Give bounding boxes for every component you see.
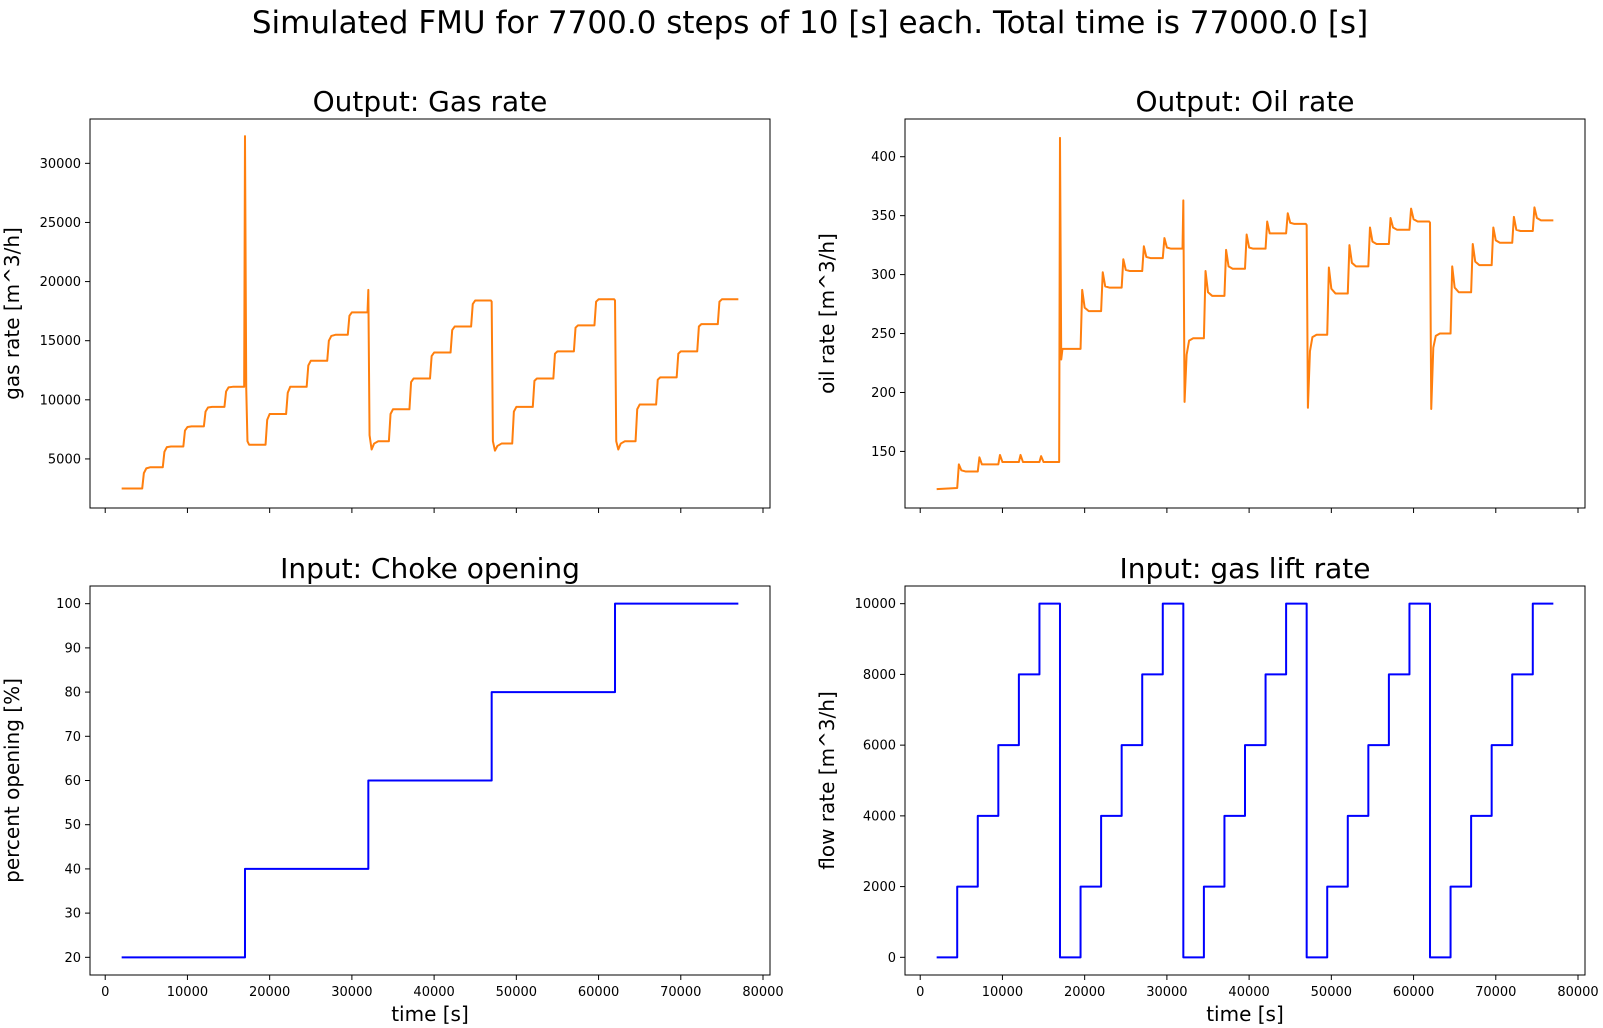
subplot-gas-rate: Output: Gas rate 5000 10000 15000 20000 25000…	[0, 85, 771, 513]
y-tick-label: 30	[64, 907, 81, 922]
y-tick-label: 20	[64, 951, 81, 966]
x-tick-label: 10000	[167, 985, 208, 1000]
x-tick-label: 40000	[1228, 985, 1269, 1000]
y-tick-label: 15000	[40, 334, 81, 349]
y-tick-label: 80	[64, 686, 81, 701]
y-tick-label: 20000	[40, 275, 81, 290]
y-tick-label: 6000	[863, 739, 896, 754]
y-tick-label: 30000	[40, 157, 81, 172]
x-tick-label: 20000	[249, 985, 290, 1000]
x-tick-label: 40000	[413, 985, 454, 1000]
y-tick-label: 350	[871, 209, 896, 224]
y-tick-label: 50	[64, 818, 81, 833]
subplot-title: Input: Choke opening	[280, 552, 580, 585]
series-line-oil-rate	[936, 136, 1554, 491]
y-axis-label: percent opening [%]	[0, 678, 24, 883]
x-tick-label: 30000	[331, 985, 372, 1000]
y-tick-label: 4000	[863, 809, 896, 824]
series-line-choke-opening	[121, 602, 739, 959]
y-tick-label: 10000	[855, 597, 896, 612]
y-axis-label: gas rate [m^3/h]	[0, 227, 24, 400]
subplot-choke-opening: Input: Choke opening 0 10000 20000 30000 4000…	[0, 552, 784, 1026]
y-tick-label: 250	[871, 327, 896, 342]
x-tick-label: 70000	[1475, 985, 1516, 1000]
y-axis-label: oil rate [m^3/h]	[815, 233, 839, 394]
y-tick-label: 40	[64, 862, 81, 877]
x-tick-label: 10000	[982, 985, 1023, 1000]
x-axis-label: time [s]	[1206, 1002, 1284, 1026]
x-tick-label: 20000	[1064, 985, 1105, 1000]
x-tick-label: 80000	[742, 985, 783, 1000]
y-tick-label: 60	[64, 774, 81, 789]
series-line-gas-lift-rate	[936, 602, 1554, 959]
x-tick-label: 70000	[660, 985, 701, 1000]
x-tick-label: 0	[916, 985, 924, 1000]
series-line-gas-rate	[121, 135, 739, 490]
x-axis-label: time [s]	[391, 1002, 469, 1026]
y-tick-label: 5000	[48, 452, 81, 467]
y-tick-label: 200	[871, 386, 896, 401]
y-tick-label: 100	[56, 597, 81, 612]
x-tick-label: 0	[101, 985, 109, 1000]
x-tick-label: 50000	[496, 985, 537, 1000]
y-tick-label: 25000	[40, 216, 81, 231]
y-axis-label: flow rate [m^3/h]	[815, 691, 839, 870]
subplot-oil-rate: Output: Oil rate 150 200 250 300 350 400 oil ra…	[815, 85, 1586, 513]
y-tick-label: 0	[888, 951, 896, 966]
x-tick-label: 80000	[1557, 985, 1598, 1000]
axes-frame	[904, 118, 1586, 509]
y-tick-label: 150	[871, 445, 896, 460]
y-tick-label: 90	[64, 641, 81, 656]
subplot-title: Output: Gas rate	[313, 85, 548, 118]
x-tick-label: 60000	[578, 985, 619, 1000]
y-tick-label: 400	[871, 150, 896, 165]
axes-frame	[89, 118, 771, 509]
y-tick-label: 8000	[863, 668, 896, 683]
y-tick-label: 2000	[863, 880, 896, 895]
y-tick-label: 10000	[40, 393, 81, 408]
x-tick-label: 60000	[1393, 985, 1434, 1000]
subplot-title: Output: Oil rate	[1136, 85, 1355, 118]
x-tick-label: 50000	[1311, 985, 1352, 1000]
subplot-grid: Output: Gas rate500010000150002000025000…	[0, 85, 1599, 1026]
axes-frame	[904, 585, 1586, 976]
x-tick-label: 30000	[1146, 985, 1187, 1000]
subplot-title: Input: gas lift rate	[1120, 552, 1371, 585]
y-tick-label: 300	[871, 268, 896, 283]
figure-suptitle: Simulated FMU for 7700.0 steps of 10 [s]…	[252, 5, 1368, 41]
y-tick-label: 70	[64, 730, 81, 745]
